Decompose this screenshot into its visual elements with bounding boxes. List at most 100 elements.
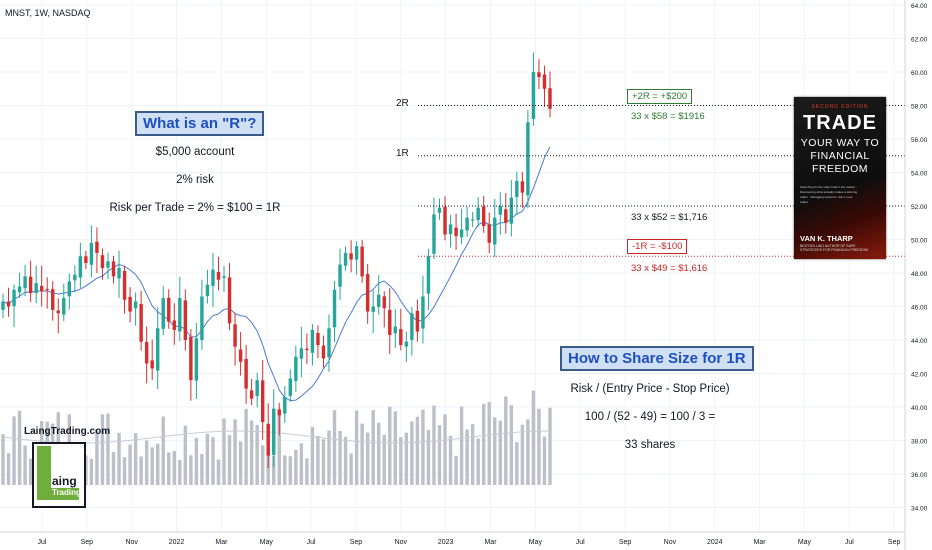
risk-per-trade-text: Risk per Trade = 2% = $100 = 1R — [109, 202, 281, 214]
y-axis: 34.00 36.00 38.00 40.00 42.00 44.00 46.00 48.00… — [904, 0, 928, 550]
volume-bar — [404, 432, 409, 485]
symbol-title: MNST, 1W, NASDAQ — [5, 8, 91, 18]
candle-body — [382, 296, 386, 309]
volume-bar — [244, 408, 248, 485]
volume-bar — [200, 454, 204, 485]
candle-body — [476, 207, 480, 221]
volume-bar — [272, 455, 276, 485]
candle-body — [100, 255, 105, 268]
x-tick-label: Sep — [81, 539, 94, 546]
volume-bar — [17, 410, 22, 485]
shares-result-text: 33 shares — [624, 439, 676, 451]
y-tick-label: 64.00 — [911, 3, 928, 10]
share-size-title: How to Share Size for 1R — [560, 346, 754, 371]
volume-bar — [183, 425, 188, 485]
volume-bar — [238, 441, 243, 485]
x-tick-label: 2024 — [707, 539, 723, 546]
book-edition: SECOND EDITION — [811, 104, 869, 110]
x-tick-label: Sep — [350, 539, 363, 546]
formula-text: Risk / (Entry Price - Stop Price) — [570, 383, 730, 395]
volume-bar — [504, 396, 508, 485]
candle-body — [266, 423, 270, 456]
volume-bar — [542, 436, 547, 485]
candle-body — [39, 285, 44, 292]
volume-bar — [227, 435, 232, 485]
candle-body — [305, 348, 309, 351]
candle-body — [205, 284, 210, 297]
candle-body — [73, 274, 77, 281]
candle-body — [470, 219, 475, 221]
candle-body — [244, 358, 248, 389]
volume-bar — [95, 430, 99, 485]
volume-bar — [421, 409, 425, 485]
x-tick-label: Mar — [754, 539, 767, 546]
candle-body — [498, 206, 502, 215]
volume-bar — [426, 430, 431, 485]
candle-body — [509, 197, 514, 224]
volume-bar — [211, 437, 215, 485]
candle-body — [12, 289, 16, 307]
what-is-r-title: What is an "R"? — [135, 111, 265, 136]
book-cover-image: SECOND EDITION TRADE YOUR WAY TO FINANCI… — [794, 97, 886, 259]
volume-bar — [520, 424, 525, 485]
volume-bar — [161, 416, 165, 485]
volume-bar — [128, 444, 132, 485]
x-tick-label: Jul — [576, 539, 585, 546]
candle-body — [28, 276, 33, 294]
volume-bar — [459, 406, 464, 485]
volume-bar — [255, 424, 259, 485]
volume-bar — [465, 429, 469, 485]
candle-body — [294, 356, 298, 381]
account-size-text: $5,000 account — [155, 146, 235, 158]
candle-body — [459, 229, 464, 238]
volume-bar — [354, 410, 359, 485]
candle-body — [216, 271, 221, 280]
candle-body — [515, 180, 519, 198]
volume-bar — [316, 435, 320, 485]
volume-bar — [178, 459, 182, 485]
candle-body — [200, 296, 204, 341]
volume-bar — [260, 445, 265, 485]
volume-average-line — [2, 430, 551, 444]
candle-body — [150, 360, 154, 369]
candle-body — [89, 242, 94, 265]
y-tick-label: 60.00 — [911, 70, 928, 77]
candle-body — [133, 301, 138, 309]
volume-bar — [277, 411, 281, 485]
candle-body — [327, 328, 331, 358]
y-tick-label: 58.00 — [911, 104, 928, 111]
candle-body — [365, 274, 370, 312]
candle-body — [338, 264, 342, 287]
volume-bar — [12, 416, 16, 485]
candle-body — [299, 348, 304, 359]
volume-bar — [222, 418, 226, 485]
candle-body — [62, 298, 66, 315]
candle-body — [354, 246, 359, 260]
volume-bar — [150, 447, 154, 485]
x-axis: Jul Sep Nov 2022 Mar May Jul Sep Nov 2023 Mar May Ju… — [0, 531, 905, 546]
level-2r-label: 2R — [396, 98, 409, 109]
volume-bar — [283, 455, 287, 485]
volume-bar — [122, 457, 127, 485]
volume-bar — [205, 433, 210, 485]
volume-bar — [481, 403, 486, 485]
volume-bar — [23, 445, 27, 485]
candle-body — [56, 310, 60, 314]
x-tick-label: Sep — [888, 539, 901, 546]
stop-value: 33 x $49 = $1,616 — [631, 263, 708, 274]
volume-bar — [399, 437, 403, 485]
x-tick-label: Jul — [845, 539, 854, 546]
y-tick-label: 42.00 — [911, 372, 928, 379]
volume-bar — [1, 434, 5, 485]
candle-body — [161, 298, 165, 329]
volume-bar — [310, 426, 315, 485]
candle-body — [249, 390, 254, 399]
volume-bar — [377, 422, 381, 485]
candle-body — [421, 296, 425, 329]
volume-bar — [117, 432, 121, 485]
candle-body — [189, 336, 193, 381]
candle-body — [316, 332, 320, 346]
volume-bar — [388, 406, 392, 485]
volume-bar — [515, 442, 519, 485]
